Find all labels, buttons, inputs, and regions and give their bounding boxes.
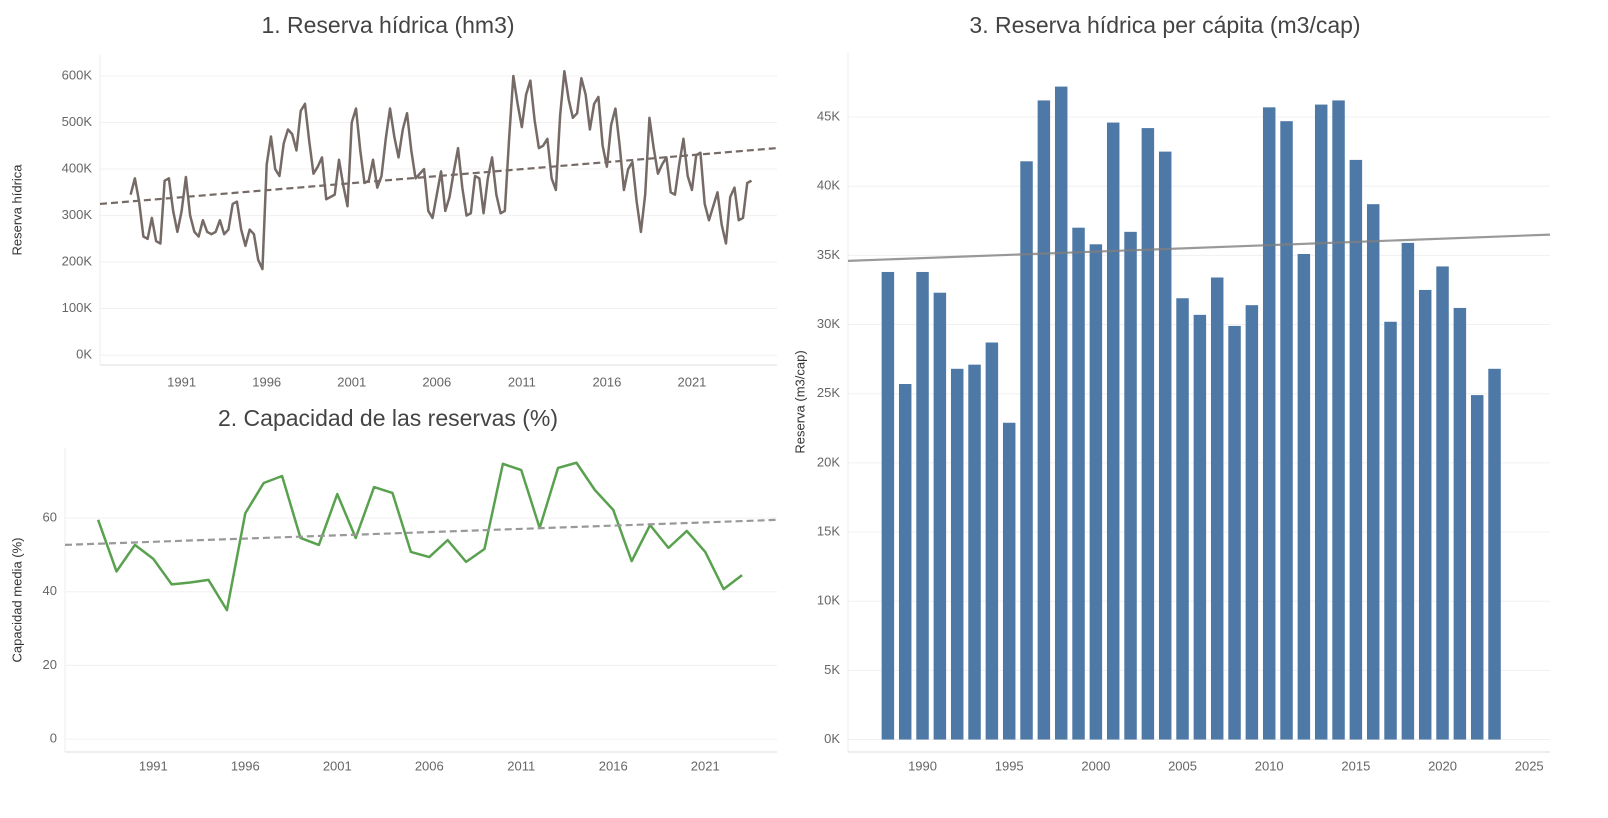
bar xyxy=(1245,305,1259,740)
x-tick-label: 2010 xyxy=(1255,758,1284,773)
bar xyxy=(1089,244,1103,740)
x-tick-label: 2015 xyxy=(1341,758,1370,773)
x-tick-label: 1990 xyxy=(908,758,937,773)
y-tick-label: 5K xyxy=(824,662,840,677)
trend-line xyxy=(847,233,1551,262)
y-tick-label: 20K xyxy=(817,454,840,469)
bar xyxy=(1297,253,1311,740)
x-tick-label: 2000 xyxy=(1081,758,1110,773)
x-tick-label: 2006 xyxy=(415,758,444,773)
x-tick-label: 1996 xyxy=(252,374,281,389)
x-tick-label: 2025 xyxy=(1515,758,1544,773)
y-tick-label: 45K xyxy=(817,108,840,123)
y-tick-label: 100K xyxy=(62,300,93,315)
bar xyxy=(898,384,912,740)
bar xyxy=(1436,266,1449,740)
bar xyxy=(1210,277,1224,740)
chart-title: 1. Reserva hídrica (hm3) xyxy=(261,12,514,38)
bar xyxy=(950,368,964,740)
x-tick-label: 2005 xyxy=(1168,758,1197,773)
bar xyxy=(1228,325,1241,740)
x-tick-label: 2011 xyxy=(508,374,536,389)
bar xyxy=(1141,128,1155,740)
chart-title: 3. Reserva hídrica per cápita (m3/cap) xyxy=(969,12,1360,38)
bar xyxy=(1349,159,1363,740)
x-tick-label: 2016 xyxy=(599,758,628,773)
bar xyxy=(1314,104,1328,740)
y-tick-label: 20 xyxy=(43,657,57,672)
bar xyxy=(1262,107,1276,740)
data-line xyxy=(96,461,743,612)
y-axis-label: Reserva (m3/cap) xyxy=(792,350,807,453)
x-tick-label: 2011 xyxy=(507,758,535,773)
x-tick-label: 2021 xyxy=(691,758,720,773)
y-tick-label: 200K xyxy=(62,254,93,269)
y-tick-label: 300K xyxy=(62,207,93,222)
bar xyxy=(1280,121,1293,740)
bar xyxy=(916,271,929,740)
x-tick-label: 1995 xyxy=(995,758,1024,773)
trend-line xyxy=(64,518,778,547)
bar xyxy=(1176,298,1189,740)
x-tick-label: 2020 xyxy=(1428,758,1457,773)
y-tick-label: 500K xyxy=(62,114,93,129)
y-tick-label: 60 xyxy=(43,509,57,524)
y-tick-label: 0K xyxy=(824,731,840,746)
bar xyxy=(1384,321,1397,740)
bar xyxy=(933,292,947,740)
y-tick-label: 15K xyxy=(817,523,840,538)
y-tick-label: 40 xyxy=(43,583,57,598)
y-tick-label: 10K xyxy=(817,593,840,608)
bar xyxy=(1002,422,1016,740)
y-axis-label: Capacidad media (%) xyxy=(9,537,24,662)
x-tick-label: 2001 xyxy=(323,758,352,773)
chart-title: 2. Capacidad de las reservas (%) xyxy=(218,405,558,431)
x-tick-label: 1991 xyxy=(167,374,196,389)
bar xyxy=(1401,242,1415,740)
bar xyxy=(1124,231,1137,740)
bar xyxy=(968,364,981,740)
y-tick-label: 600K xyxy=(62,67,93,82)
y-tick-label: 25K xyxy=(817,385,840,400)
y-tick-label: 0 xyxy=(50,731,57,746)
bar xyxy=(1488,368,1501,740)
bar xyxy=(1020,161,1033,740)
y-axis-label: Reserva hídrica xyxy=(9,164,24,256)
x-tick-label: 2016 xyxy=(592,374,621,389)
x-tick-label: 1996 xyxy=(231,758,260,773)
bar xyxy=(1332,100,1345,740)
x-tick-label: 1991 xyxy=(139,758,168,773)
x-tick-label: 2021 xyxy=(677,374,706,389)
bar xyxy=(1106,122,1120,740)
bar xyxy=(1158,151,1172,740)
data-line xyxy=(129,70,753,271)
bar xyxy=(1453,307,1467,740)
bar xyxy=(1193,314,1207,740)
y-tick-label: 40K xyxy=(817,178,840,193)
bar xyxy=(1072,227,1085,740)
bar xyxy=(985,342,999,740)
x-tick-label: 2006 xyxy=(422,374,451,389)
bar xyxy=(881,271,895,740)
bar xyxy=(1037,100,1051,740)
y-tick-label: 35K xyxy=(817,247,840,262)
y-tick-label: 400K xyxy=(62,160,93,175)
x-tick-label: 2001 xyxy=(337,374,366,389)
y-tick-label: 30K xyxy=(817,316,840,331)
bar xyxy=(1054,86,1068,740)
bar xyxy=(1366,204,1380,740)
y-tick-label: 0K xyxy=(76,347,92,362)
bar xyxy=(1418,289,1432,740)
trend-line xyxy=(99,146,778,206)
bar xyxy=(1470,395,1484,740)
